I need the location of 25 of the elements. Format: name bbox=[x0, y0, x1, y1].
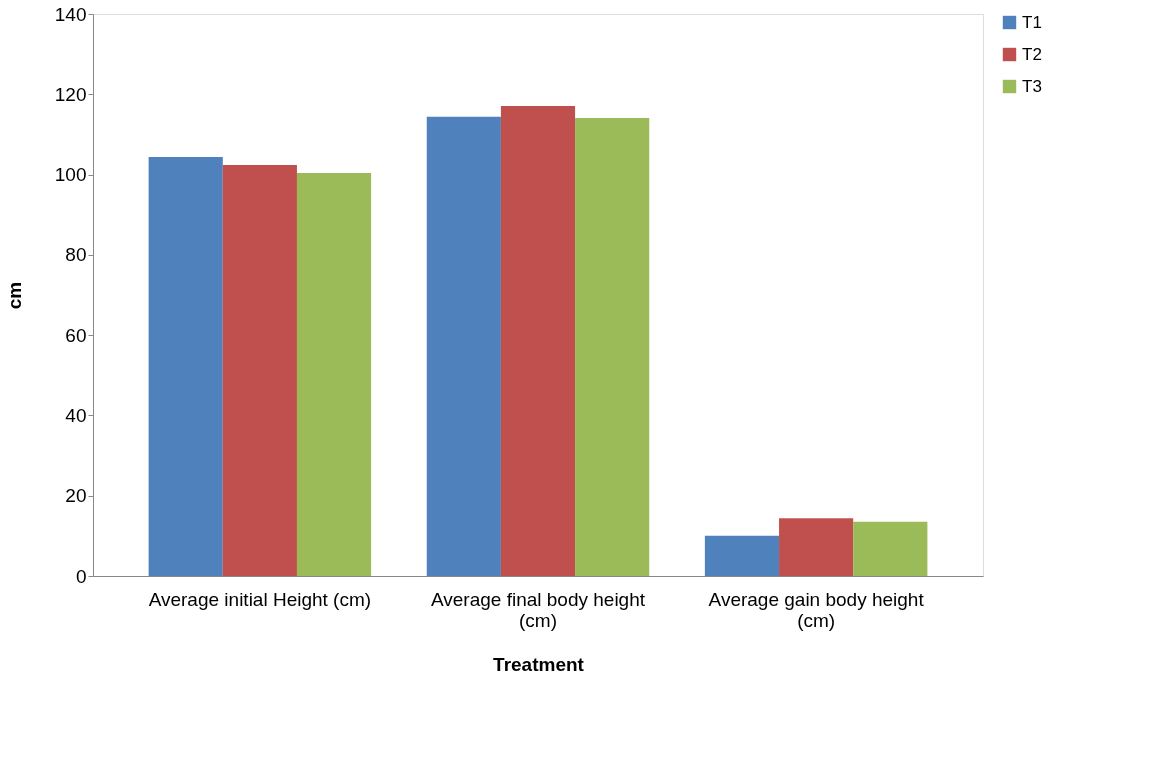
legend-label: T3 bbox=[1022, 76, 1042, 96]
y-tick-label: 140 bbox=[54, 3, 87, 25]
bar bbox=[853, 521, 928, 576]
y-tick-label: 0 bbox=[75, 565, 87, 587]
bar bbox=[500, 105, 576, 576]
y-tick-label: 20 bbox=[65, 485, 87, 507]
y-tick-label: 60 bbox=[65, 324, 87, 346]
y-tick-label: 100 bbox=[54, 164, 87, 186]
x-tick-label: Average initial Height (cm) bbox=[148, 588, 372, 610]
y-tick-label: 120 bbox=[54, 83, 87, 105]
x-axis-title: Treatment bbox=[493, 653, 585, 675]
x-tick-label: Average final body height (cm) bbox=[430, 588, 646, 631]
bar bbox=[575, 117, 650, 576]
bar bbox=[222, 164, 297, 576]
y-axis-title: cm bbox=[3, 281, 25, 310]
bar bbox=[426, 116, 501, 576]
legend-label: T1 bbox=[1022, 12, 1042, 32]
bar bbox=[148, 156, 223, 576]
legend-label: T2 bbox=[1022, 44, 1042, 64]
bar bbox=[296, 172, 372, 576]
x-tick-label: Average gain body height (cm) bbox=[708, 588, 925, 631]
bar bbox=[779, 518, 854, 576]
bar bbox=[704, 535, 780, 576]
y-tick-label: 80 bbox=[65, 244, 87, 266]
y-tick-label: 40 bbox=[65, 404, 87, 426]
